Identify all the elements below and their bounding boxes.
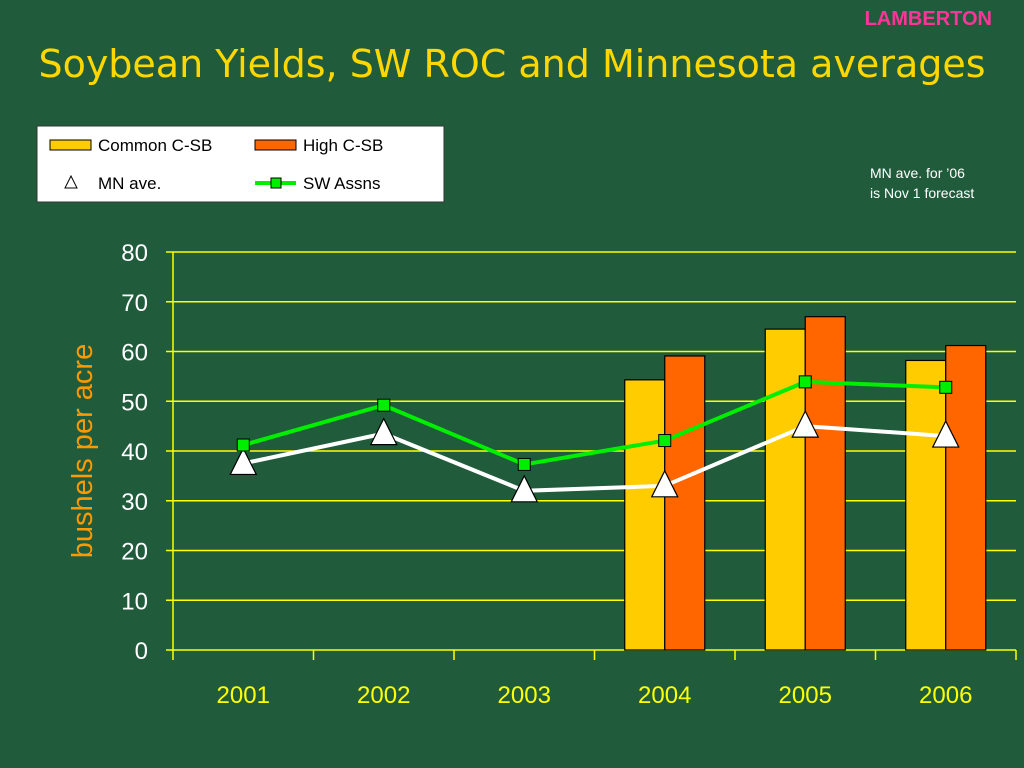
- legend-label-sw-assns: SW Assns: [303, 174, 380, 193]
- chart-title: Soybean Yields, SW ROC and Minnesota ave…: [38, 42, 986, 86]
- legend-label-mn-ave-: MN ave.: [98, 174, 161, 193]
- point-sw-assns-2001: [236, 438, 250, 452]
- legend-label-high-c-sb: High C-SB: [303, 136, 383, 155]
- point-mn-ave--2001: [229, 447, 258, 476]
- point-mn-ave--2002: [369, 417, 398, 446]
- point-mn-ave--2003: [510, 474, 539, 503]
- point-mn-ave--2006: [931, 419, 960, 448]
- y-tick-label-50: 50: [121, 389, 148, 416]
- y-tick-label-0: 0: [135, 638, 148, 665]
- y-tick-label-40: 40: [121, 439, 148, 466]
- legend-label-common-c-sb: Common C-SB: [98, 136, 212, 155]
- legend-swatch-high-c-sb: [254, 139, 297, 151]
- forecast-note: MN ave. for ’06 is Nov 1 forecast: [870, 163, 974, 203]
- line-sw-assns: [242, 379, 946, 467]
- y-axis-label: bushels per acre: [67, 344, 99, 558]
- x-tick-label-2003: 2003: [498, 682, 551, 709]
- point-mn-ave--2005: [791, 409, 820, 438]
- point-sw-assns-2005: [798, 375, 812, 389]
- point-sw-assns-2002: [377, 398, 391, 412]
- bar-common-c-sb-2004: [624, 379, 666, 651]
- bar-high-c-sb-2006: [945, 344, 987, 651]
- legend-swatch-common-c-sb: [49, 139, 92, 151]
- forecast-note-line-1: MN ave. for ’06: [870, 165, 965, 181]
- line-mn-ave-: [242, 424, 946, 493]
- corner-label: LAMBERTON: [864, 8, 992, 30]
- y-tick-label-30: 30: [121, 489, 148, 516]
- x-tick-label-2001: 2001: [217, 682, 270, 709]
- point-sw-assns-2004: [658, 434, 672, 448]
- y-tick-label-20: 20: [121, 539, 148, 566]
- bar-high-c-sb-2004: [664, 355, 706, 651]
- x-tick-label-2006: 2006: [919, 682, 972, 709]
- forecast-note-line-2: is Nov 1 forecast: [870, 185, 975, 201]
- legend-box: [36, 125, 445, 203]
- bar-common-c-sb-2006: [905, 359, 947, 651]
- y-tick-label-70: 70: [121, 290, 148, 317]
- point-sw-assns-2003: [517, 457, 531, 471]
- x-tick-label-2005: 2005: [779, 682, 832, 709]
- legend-marker-sw-assns: [270, 177, 282, 189]
- legend-marker-mn-ave-: [64, 174, 78, 189]
- x-tick-label-2004: 2004: [638, 682, 691, 709]
- y-tick-label-60: 60: [121, 340, 148, 367]
- x-tick-label-2002: 2002: [357, 682, 410, 709]
- point-sw-assns-2006: [939, 380, 953, 394]
- bar-high-c-sb-2005: [804, 316, 846, 651]
- y-tick-label-80: 80: [121, 240, 148, 267]
- point-mn-ave--2004: [650, 469, 679, 498]
- y-tick-label-10: 10: [121, 588, 148, 615]
